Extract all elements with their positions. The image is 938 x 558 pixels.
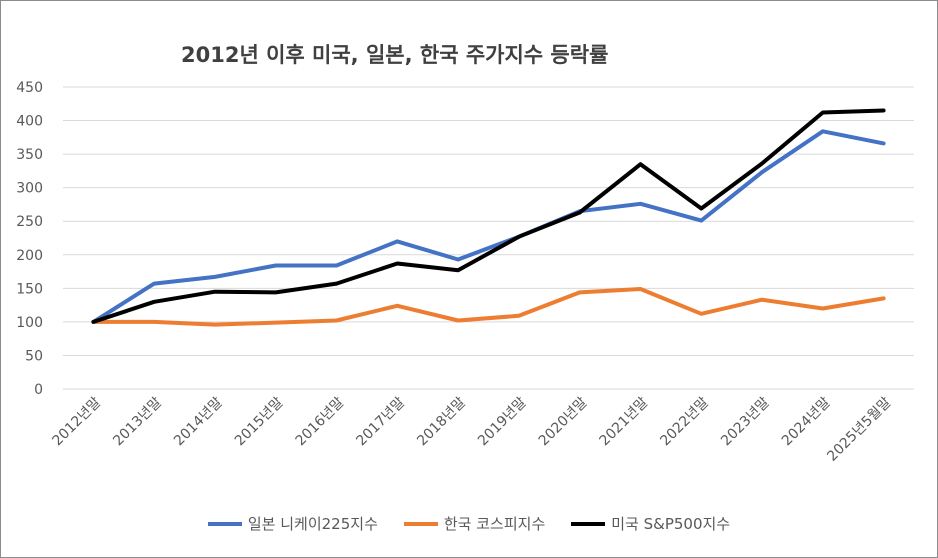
x-tick-label: 2024년말 xyxy=(779,394,834,449)
series-line-3 xyxy=(91,108,886,324)
series-line-1 xyxy=(91,129,886,324)
x-tick-label: 2013년말 xyxy=(110,394,165,449)
x-tick-label: 2017년말 xyxy=(353,394,408,449)
x-tick-label: 2016년말 xyxy=(293,394,348,449)
legend-item: 미국 S&P500지수 xyxy=(571,513,730,534)
x-tick-label: 2012년말 xyxy=(49,394,104,449)
chart-title: 2012년 이후 미국, 일본, 한국 주가지수 등락률 xyxy=(181,43,609,67)
x-tick-label: 2015년말 xyxy=(232,394,287,449)
legend-swatch xyxy=(571,521,606,526)
x-tick-label: 2019년말 xyxy=(475,394,530,449)
x-tick-label: 2021년말 xyxy=(597,394,652,449)
legend-swatch xyxy=(207,521,242,526)
y-tick-label: 50 xyxy=(25,348,43,364)
chart-legend: 일본 니케이225지수 한국 코스피지수 미국 S&P500지수 xyxy=(1,513,937,534)
legend-label: 미국 S&P500지수 xyxy=(611,515,731,533)
y-tick-label: 400 xyxy=(16,114,43,130)
legend-label: 한국 코스피지수 xyxy=(443,515,546,533)
x-tick-label: 2020년말 xyxy=(536,394,591,449)
x-tick-label: 2022년말 xyxy=(657,394,712,449)
legend-swatch xyxy=(403,521,438,526)
x-tick-label: 2025년5월말 xyxy=(824,394,894,464)
x-tick-label: 2018년말 xyxy=(414,394,469,449)
y-tick-label: 350 xyxy=(16,147,43,163)
legend-item: 일본 니케이225지수 xyxy=(207,513,378,534)
legend-item: 한국 코스피지수 xyxy=(403,513,546,534)
x-tick-label: 2023년말 xyxy=(718,394,773,449)
y-tick-label: 250 xyxy=(16,214,43,230)
y-tick-label: 150 xyxy=(16,281,43,297)
y-tick-label: 200 xyxy=(16,248,43,264)
series-line-2 xyxy=(91,287,886,327)
y-tick-label: 0 xyxy=(34,382,43,398)
y-tick-label: 100 xyxy=(16,315,43,331)
y-tick-label: 450 xyxy=(16,80,43,96)
y-tick-label: 300 xyxy=(16,181,43,197)
legend-label: 일본 니케이225지수 xyxy=(247,515,378,533)
x-tick-label: 2014년말 xyxy=(171,394,226,449)
